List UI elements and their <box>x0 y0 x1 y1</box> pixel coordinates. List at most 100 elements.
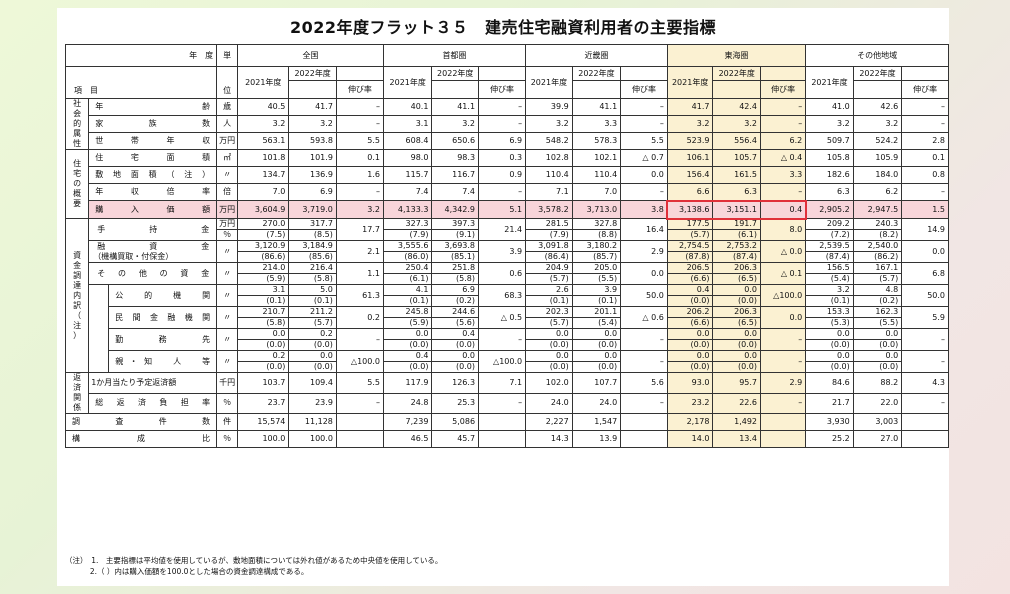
value-cell: – <box>335 392 384 414</box>
header-unit-top: 単 <box>216 44 239 67</box>
percent-value: 5.6 <box>459 318 472 328</box>
value-cell: 578.3 <box>571 132 622 150</box>
value-cell: 106.1 <box>666 149 714 167</box>
percent-value: 5.7 <box>552 318 566 328</box>
percent-cell: (0.1) <box>805 295 854 307</box>
value-cell: 3.3 <box>571 115 622 133</box>
value-cell: 98.0 <box>382 149 433 167</box>
percent-cell: (5.8) <box>288 273 337 285</box>
percent-cell: (0.0) <box>571 339 622 351</box>
unit-cell: 〃 <box>216 166 239 184</box>
percent-cell: (0.0) <box>382 339 433 351</box>
percent-value: 5.7 <box>552 274 566 284</box>
value-cell: – <box>478 392 527 414</box>
value-cell: 3.2 <box>431 115 480 133</box>
value-cell: 3.2 <box>712 115 762 133</box>
value-cell <box>335 430 384 448</box>
value-cell: 6.3 <box>805 183 854 201</box>
percent-cell: (8.2) <box>852 229 903 241</box>
value-cell: 5,086 <box>431 413 480 431</box>
percent-cell: (0.2) <box>431 295 480 307</box>
percent-value: 85.1 <box>454 252 472 262</box>
value-cell: 2.8 <box>901 132 949 150</box>
value-cell: 101.8 <box>237 149 290 167</box>
growth-cell: 2.1 <box>335 240 384 263</box>
value-cell: 2.6 <box>525 284 573 296</box>
value-cell: 3,713.0 <box>571 200 622 219</box>
growth-cell: 3.9 <box>478 240 527 263</box>
value-cell: 3,003 <box>852 413 903 431</box>
value-cell: 161.5 <box>712 166 762 184</box>
note-line: （注） 1. 主要指標は平均値を使用しているが、敷地面積については外れ値があるた… <box>65 556 443 565</box>
value-cell: – <box>478 98 527 116</box>
percent-cell: (6.5) <box>712 273 762 285</box>
value-cell: 41.1 <box>571 98 622 116</box>
percent-cell: (87.4) <box>712 251 762 263</box>
header-year-2022: 2022年度 <box>571 66 622 81</box>
growth-cell: △ 0.5 <box>478 306 527 329</box>
header-growth: 伸び率 <box>620 80 668 99</box>
percent-value: 0.0 <box>833 340 847 350</box>
value-cell: 5.5 <box>620 132 668 150</box>
value-cell: △ 0.7 <box>620 149 668 167</box>
percent-value: 0.0 <box>552 340 566 350</box>
percent-value: 5.7 <box>693 230 707 240</box>
value-cell: 0.0 <box>620 166 668 184</box>
value-cell: 46.5 <box>382 430 433 448</box>
percent-value: 0.0 <box>317 362 330 372</box>
group-label-shikin: 資金調達内訳（注） <box>64 218 90 373</box>
percent-cell: (5.3) <box>805 317 854 329</box>
value-cell: 110.4 <box>571 166 622 184</box>
value-cell: 98.3 <box>431 149 480 167</box>
percent-value: 86.0 <box>407 252 426 262</box>
value-cell: – <box>478 115 527 133</box>
note-line: 2.（ ）内は購入価額を100.0とした場合の資金調達構成である。 <box>65 567 309 576</box>
percent-cell: (8.5) <box>288 229 337 241</box>
growth-cell: 8.0 <box>760 218 807 241</box>
value-cell: 102.8 <box>525 149 573 167</box>
page-title: 2022年度フラット３５ 建売住宅融資利用者の主要指標 <box>289 18 717 37</box>
value-cell: 167.1 <box>852 262 903 274</box>
percent-cell: (0.0) <box>712 361 762 373</box>
value-cell: 6.3 <box>712 183 762 201</box>
value-cell: 2,540.0 <box>852 240 903 252</box>
growth-cell: △ 0.6 <box>620 306 668 329</box>
percent-cell: (0.0) <box>382 361 433 373</box>
value-cell: 0.0 <box>288 350 337 362</box>
value-cell <box>620 413 668 431</box>
value-cell <box>901 413 949 431</box>
growth-cell: 50.0 <box>620 284 668 307</box>
percent-cell: (0.0) <box>288 361 337 373</box>
percent-value: 5.8 <box>269 318 283 328</box>
growth-cell: 2.9 <box>620 240 668 263</box>
unit-cell: 万円 <box>216 200 239 219</box>
document-sheet: 2022年度フラット３５ 建売住宅融資利用者の主要指標 年 度単全国 首都圏 近畿圏… <box>57 8 949 586</box>
value-cell: 24.8 <box>382 392 433 414</box>
value-cell: 593.8 <box>288 132 337 150</box>
header-empty <box>852 80 903 99</box>
row-label-cell: その他の資金 <box>88 262 218 285</box>
value-cell <box>760 430 807 448</box>
row-label: 年 収 倍 率 <box>88 183 218 201</box>
value-cell: – <box>620 392 668 414</box>
header-year-2022: 2022年度 <box>431 66 480 81</box>
percent-value: 5.3 <box>833 318 847 328</box>
value-cell: 0.4 <box>760 200 807 219</box>
group-label-jutaku: 住宅の概要 <box>64 149 90 219</box>
value-cell: 0.4 <box>431 328 480 340</box>
percent-cell: (0.0) <box>852 361 903 373</box>
percent-value: 0.0 <box>459 362 472 372</box>
growth-cell: – <box>760 350 807 373</box>
value-cell: 2,947.5 <box>852 200 903 219</box>
percent-value: 5.9 <box>269 274 283 284</box>
header-empty <box>712 80 762 99</box>
value-cell: 206.3 <box>712 306 762 318</box>
group-label-hensai: 返済関係 <box>64 372 90 414</box>
percent-value: 0.1 <box>833 296 847 306</box>
percent-value: 0.0 <box>412 340 426 350</box>
percent-value: 0.2 <box>459 296 472 306</box>
growth-cell: △100.0 <box>760 284 807 307</box>
value-cell: 41.7 <box>666 98 714 116</box>
value-cell: 327.8 <box>571 218 622 230</box>
group-label-shakai: 社会的属性 <box>64 98 90 150</box>
